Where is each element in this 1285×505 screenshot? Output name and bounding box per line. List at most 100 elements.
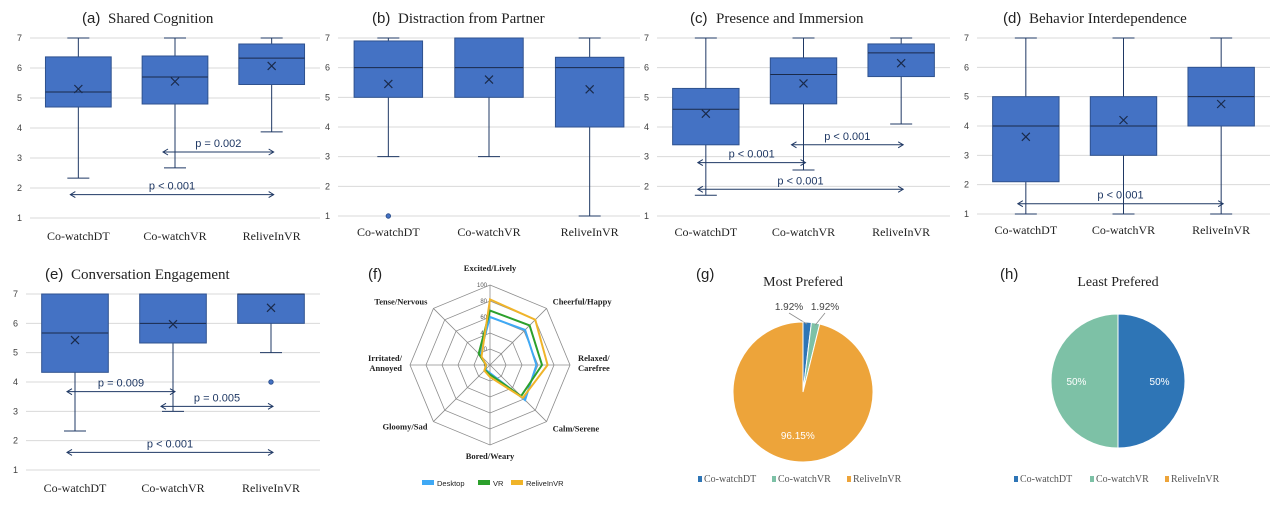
- y-tick-label: 5: [13, 348, 18, 358]
- legend-label: ReliveInVR: [1171, 474, 1220, 485]
- arrow-head-right: [1217, 200, 1225, 208]
- significance-annotation: p < 0.001: [696, 149, 807, 167]
- panel-a: 1 2 3 4 5 6 7 (a) Shared Cognition Co-watchDT Co-w…: [17, 10, 320, 243]
- arrow-head-left: [69, 191, 76, 199]
- category-label: ReliveInVR: [561, 225, 619, 239]
- arrow-head-right: [169, 388, 176, 396]
- category-label: Co-watchVR: [141, 481, 204, 495]
- y-tick-label: 1: [964, 209, 969, 219]
- radar-axis-label: Calm/Serene: [553, 424, 600, 434]
- iqr-box: [769, 57, 838, 105]
- legend-label: VR: [493, 479, 504, 488]
- legend-swatch: [422, 480, 434, 485]
- radar-axis-label-line: Excited/Lively: [464, 263, 517, 273]
- mean-marker: [799, 78, 808, 88]
- arrow-head-left: [160, 402, 167, 410]
- y-tick-label: 4: [964, 121, 969, 131]
- y-tick-label: 3: [13, 406, 18, 416]
- y-tick-label: 5: [325, 92, 330, 102]
- arrow-head-right: [267, 448, 274, 456]
- category-label: Co-watchDT: [44, 481, 107, 495]
- iqr-box: [992, 96, 1060, 183]
- mean-marker: [383, 79, 393, 89]
- radar-tick-label: 80: [480, 299, 487, 305]
- p-value-label: p < 0.001: [777, 175, 823, 187]
- radar-axis-label-line: Annoyed: [369, 363, 402, 373]
- arrow-head-left: [66, 448, 73, 456]
- iqr-box: [237, 293, 305, 324]
- radar-axis-label: Gloomy/Sad: [383, 422, 428, 432]
- pie-leader-line: [788, 312, 808, 325]
- radar-axis-label-line: Relaxed/: [578, 353, 610, 363]
- p-value-label: p < 0.001: [147, 438, 193, 450]
- panel-letter: (h): [1000, 266, 1018, 283]
- iqr-box: [139, 293, 207, 344]
- y-tick-label: 4: [325, 122, 330, 132]
- pie-leader-line: [814, 312, 826, 326]
- mean-marker: [73, 84, 83, 94]
- category-label: Co-watchVR: [457, 225, 520, 239]
- y-tick-label: 6: [325, 63, 330, 73]
- legend-swatch: [511, 480, 523, 485]
- radar-axis-label: Bored/Weary: [466, 451, 515, 461]
- mean-marker: [896, 58, 906, 68]
- panel-e: 1 2 3 4 5 6 7 (e) Conversation Engagement Co-watc…: [13, 266, 320, 495]
- category-label: Co-watchDT: [675, 225, 738, 239]
- legend-label: Desktop: [437, 479, 465, 488]
- arrow-head-right: [268, 191, 275, 199]
- panel-f: (f)020406080100Excited/LivelyCheerful/Ha…: [368, 263, 612, 488]
- iqr-box: [672, 87, 740, 146]
- panel-letter: (c): [690, 10, 708, 27]
- radar-axis-label-line: Cheerful/Happy: [553, 296, 613, 306]
- arrow-head-left: [66, 388, 73, 396]
- radar-axis-label: Irritated/Annoyed: [368, 353, 403, 373]
- radar-axis-label: Relaxed/Carefree: [578, 353, 610, 373]
- p-value-label: p < 0.001: [729, 149, 775, 161]
- box-co-watchvr: [139, 293, 207, 412]
- y-tick-label: 2: [964, 180, 969, 190]
- y-tick-label: 7: [964, 33, 969, 43]
- box-co-watchvr: [769, 37, 838, 171]
- iqr-box: [353, 40, 424, 98]
- legend-label: Co-watchDT: [1020, 474, 1072, 485]
- pie-slice-label: 1.92%: [811, 302, 839, 313]
- box-co-watchdt: [44, 37, 112, 179]
- arrow-head-right: [268, 148, 275, 156]
- panel-letter: (g): [696, 266, 714, 283]
- iqr-box: [44, 56, 112, 108]
- panel-h: (h) Least Prefered 50% 50% Co-watchDT Co-watc…: [1000, 266, 1220, 485]
- legend-swatch: [847, 476, 851, 482]
- pie-slice-label: 1.92%: [775, 302, 803, 313]
- category-label: Co-watchVR: [772, 225, 835, 239]
- category-label: Co-watchDT: [995, 223, 1058, 237]
- significance-annotation: p < 0.001: [696, 175, 905, 193]
- iqr-box: [238, 43, 306, 85]
- arrow-head-left: [1016, 200, 1024, 208]
- box-co-watchdt: [353, 37, 424, 219]
- mean-marker: [585, 84, 595, 94]
- y-tick-label: 2: [644, 181, 649, 191]
- significance-annotation: p = 0.005: [160, 392, 274, 410]
- panel-title: Behavior Interdependence: [1029, 11, 1187, 27]
- legend-swatch: [478, 480, 490, 485]
- mean-marker: [267, 61, 277, 71]
- legend-swatch: [1165, 476, 1169, 482]
- mean-marker: [1021, 132, 1031, 142]
- box-reliveinvr: [237, 293, 305, 385]
- arrow-head-left: [696, 159, 704, 167]
- legend-swatch: [1090, 476, 1094, 482]
- legend-label: Co-watchVR: [1096, 474, 1149, 485]
- y-tick-label: 5: [644, 92, 649, 102]
- panel-b: 1 2 3 4 5 6 7 (b) Distraction from Partner Co-wat…: [325, 10, 640, 239]
- p-value-label: p < 0.001: [149, 181, 195, 193]
- pie-title: Most Prefered: [763, 275, 843, 290]
- y-tick-label: 3: [644, 152, 649, 162]
- box-reliveinvr: [1187, 37, 1255, 215]
- y-tick-label: 7: [13, 289, 18, 299]
- y-tick-label: 3: [17, 153, 22, 163]
- legend-label: Co-watchDT: [704, 474, 756, 485]
- mean-marker: [266, 303, 276, 313]
- iqr-box: [867, 43, 935, 78]
- pie-slice-co-watchvr: [1050, 313, 1119, 449]
